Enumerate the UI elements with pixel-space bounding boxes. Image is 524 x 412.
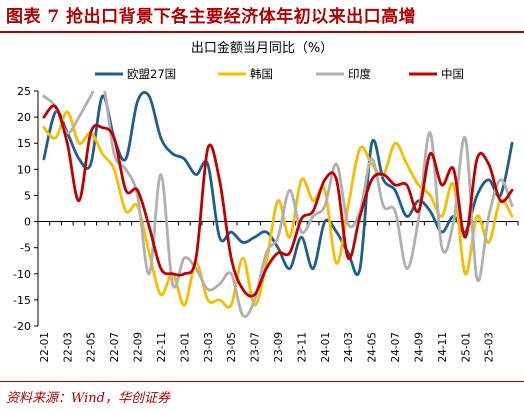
chart-legend: 欧盟27国 韩国 印度 中国 [95,67,464,81]
x-tick-label: 23-09 [273,332,285,363]
x-tick-label: 23-01 [179,332,191,363]
x-tick-label: 22-03 [62,332,74,363]
x-tick-label: 22-07 [109,332,121,363]
x-tick-label: 25-01 [460,332,472,363]
x-tick-label: 22-11 [156,332,168,363]
title-rule [0,31,524,33]
series-line-2 [42,91,514,318]
x-tick-label: 22-05 [86,332,98,363]
y-tick-label: 0 [24,216,31,229]
x-tick-label: 24-01 [320,332,332,363]
x-tick-label: 24-07 [390,332,402,363]
line-chart: 出口金额当月同比（%） 欧盟27国 韩国 印度 中国 25 20 15 10 5 0 -5 -10 -… [13,40,519,363]
chart-axes: 25 20 15 10 5 0 -5 -10 -15 -20 22-01 22-03 22-05 22-0… [13,85,519,363]
source-rule [0,381,524,382]
figure-title: 图表 7 抢出口背景下各主要经济体年初以来出口高增 [6,7,417,27]
y-tick-label: -15 [13,294,31,307]
chart-title: 出口金额当月同比（%） [191,40,333,56]
y-tick-label: 5 [24,189,31,202]
x-tick-label: 24-03 [343,332,355,363]
x-tick-label: 23-03 [203,332,215,363]
y-tick-label: 15 [17,137,31,150]
x-tick-label: 24-05 [367,332,379,363]
source-note: 资料来源：Wind，华创证券 [6,391,170,406]
legend-label-0: 欧盟27国 [127,67,176,81]
y-tick-label: -5 [20,242,31,255]
y-tick-label: -10 [13,268,31,281]
series-line-3 [42,104,514,298]
x-tick-label: 24-09 [413,332,425,363]
y-tick-label: -20 [13,320,31,333]
x-tick-label: 23-05 [226,332,238,363]
legend-label-3: 中国 [441,67,464,81]
y-tick-label: 10 [17,163,31,176]
x-tick-label: 25-03 [484,332,496,363]
y-tick-label: 20 [17,111,31,124]
chart-series-layer [42,91,514,318]
legend-label-1: 韩国 [250,67,273,81]
x-tick-label: 23-07 [250,332,262,363]
x-tick-label: 24-11 [437,332,449,363]
x-tick-label: 22-09 [133,332,145,363]
x-tick-label: 22-01 [39,332,51,363]
x-tick-label: 23-11 [296,332,308,363]
series-line-0 [42,91,514,277]
y-tick-label: 25 [17,85,31,98]
legend-label-2: 印度 [348,67,371,81]
